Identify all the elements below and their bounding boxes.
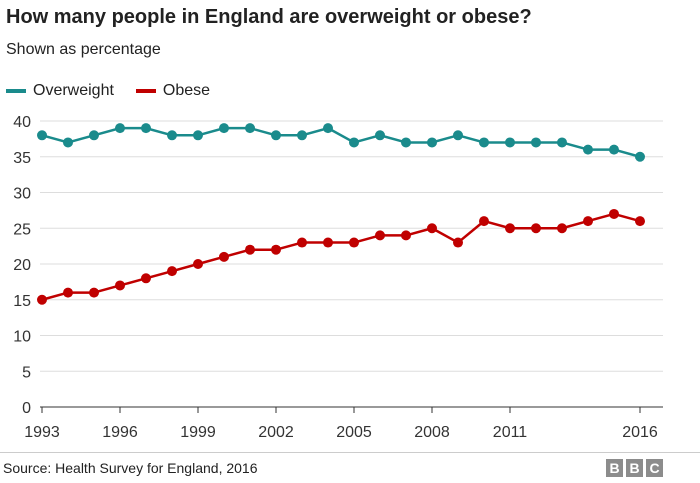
data-point-obese-1998 — [167, 266, 177, 277]
data-point-obese-2008 — [427, 223, 437, 234]
data-point-obese-1993 — [37, 294, 47, 305]
data-point-overweight-2004 — [323, 123, 333, 134]
data-point-overweight-1996 — [115, 123, 125, 134]
x-tick-label-1993: 1993 — [24, 424, 60, 441]
data-point-obese-1994 — [63, 287, 73, 298]
data-point-overweight-2006 — [375, 130, 385, 141]
data-point-obese-2013 — [557, 223, 567, 234]
data-point-overweight-1994 — [63, 137, 73, 148]
data-point-obese-2007 — [401, 230, 411, 241]
chart-title: How many people in England are overweigh… — [6, 6, 532, 28]
series-line-obese — [41, 212, 641, 301]
data-point-obese-1996 — [115, 280, 125, 291]
data-point-overweight-1993 — [37, 130, 47, 141]
legend-label-obese: Obese — [162, 82, 211, 99]
bbc-logo-letter-1: B — [606, 459, 623, 477]
legend-swatch-overweight — [6, 89, 26, 93]
data-point-overweight-2009 — [453, 130, 463, 141]
legend-item-obese: Obese — [135, 82, 211, 100]
data-point-overweight-2010 — [479, 137, 489, 148]
source-note: Source: Health Survey for England, 2016 — [3, 460, 258, 476]
data-point-overweight-2013 — [557, 137, 567, 148]
data-point-obese-2011 — [505, 223, 515, 234]
y-tick-label-30: 30 — [13, 186, 31, 203]
x-tick-label-2011: 2011 — [493, 424, 528, 441]
data-point-obese-1999 — [193, 259, 203, 269]
y-tick-label-40: 40 — [13, 114, 31, 131]
data-point-overweight-2008 — [427, 137, 437, 148]
data-point-obese-2003 — [297, 237, 307, 248]
bbc-logo-letter-3: C — [646, 459, 663, 477]
data-point-obese-2006 — [375, 230, 385, 241]
data-point-obese-2010 — [479, 216, 489, 227]
y-tick-label-20: 20 — [13, 257, 31, 274]
x-tick-label-2002: 2002 — [258, 424, 294, 441]
data-point-obese-2002 — [271, 244, 281, 255]
data-point-overweight-1999 — [193, 130, 203, 141]
data-point-obese-2005 — [349, 237, 359, 248]
data-point-overweight-2002 — [271, 130, 281, 141]
data-point-obese-2014 — [583, 216, 593, 227]
x-tick-label-1999: 1999 — [180, 424, 216, 441]
y-tick-label-10: 10 — [13, 329, 31, 346]
x-tick-label-2016: 2016 — [622, 424, 658, 441]
data-point-overweight-2012 — [531, 137, 541, 148]
data-point-overweight-2014 — [583, 144, 593, 155]
legend-item-overweight: Overweight — [6, 82, 114, 100]
data-point-obese-2012 — [531, 223, 541, 234]
data-point-overweight-2011 — [505, 137, 515, 148]
data-point-obese-2015 — [609, 208, 619, 219]
x-tick-label-1996: 1996 — [102, 424, 138, 441]
bbc-logo: B B C — [603, 459, 663, 477]
y-tick-label-15: 15 — [13, 293, 31, 310]
data-point-overweight-1998 — [167, 130, 177, 141]
bbc-logo-letter-2: B — [626, 459, 643, 477]
series-line-overweight — [41, 126, 641, 158]
chart-legend: Overweight Obese — [6, 82, 232, 100]
data-point-overweight-2016 — [635, 151, 645, 162]
data-point-overweight-2000 — [219, 123, 229, 134]
y-tick-label-35: 35 — [13, 150, 31, 167]
chart-subtitle: Shown as percentage — [6, 41, 161, 58]
line-chart: 0 5 10 15 20 25 30 35 40 1993 1996 1999 2002 2005 2008… — [13, 114, 663, 441]
data-point-obese-2004 — [323, 237, 333, 248]
data-point-obese-2001 — [245, 244, 255, 255]
y-tick-label-5: 5 — [22, 364, 31, 381]
x-tick-label-2005: 2005 — [336, 424, 372, 441]
data-point-overweight-1995 — [89, 130, 99, 141]
data-point-obese-2000 — [219, 251, 229, 262]
data-point-overweight-2001 — [245, 123, 255, 134]
data-point-obese-1995 — [89, 287, 99, 298]
data-point-overweight-2015 — [609, 144, 619, 155]
footer-divider — [0, 452, 700, 453]
legend-label-overweight: Overweight — [33, 82, 114, 99]
data-point-overweight-1997 — [141, 123, 151, 134]
data-point-obese-2009 — [453, 237, 463, 248]
data-point-overweight-2003 — [297, 130, 307, 141]
data-point-obese-2016 — [635, 216, 645, 227]
data-point-overweight-2007 — [401, 137, 411, 148]
y-tick-label-0: 0 — [22, 400, 31, 417]
y-tick-label-25: 25 — [13, 221, 31, 238]
data-point-obese-1997 — [141, 273, 151, 284]
data-point-overweight-2005 — [349, 137, 359, 148]
legend-swatch-obese — [135, 89, 156, 93]
x-tick-label-2008: 2008 — [414, 424, 450, 441]
